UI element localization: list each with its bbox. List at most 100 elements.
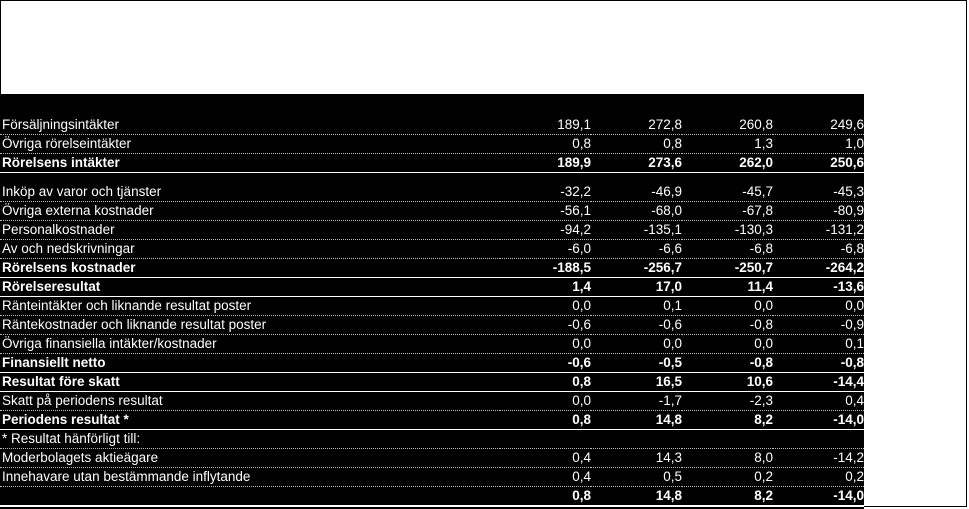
row-value-col2: -1,7 <box>591 391 682 411</box>
row-value-col1: 0,4 <box>500 467 591 487</box>
row-value-col4: -13,6 <box>773 277 864 297</box>
row-label: Inköp av varor och tjänster <box>0 172 500 202</box>
row-value-col3: 0,2 <box>682 467 773 487</box>
row-value-col1: 1,4 <box>500 277 591 297</box>
row-value-col2: 16,5 <box>591 372 682 392</box>
row-value-col4: -0,8 <box>773 353 864 373</box>
row-label: Övriga externa kostnader <box>0 201 500 221</box>
row-value-col2: -68,0 <box>591 201 682 221</box>
row-value-col1: -32,2 <box>500 172 591 202</box>
row-value-col4: 0,1 <box>773 334 864 354</box>
row-value-col3: -67,8 <box>682 201 773 221</box>
row-value-col3: 260,8 <box>682 116 773 135</box>
row-value-col4: 0,2 <box>773 467 864 487</box>
row-value-col1: 0,4 <box>500 448 591 468</box>
row-value-col4: -0,9 <box>773 315 864 335</box>
row-value-col2: 17,0 <box>591 277 682 297</box>
row-value-col2: 14,8 <box>591 486 682 507</box>
row-label: Rörelseresultat <box>0 277 500 297</box>
row-value-col1: 0,8 <box>500 410 591 430</box>
table-row: Personalkostnader -94,2 -135,1 -130,3 -131,2 <box>0 220 864 240</box>
row-value-col4: -6,8 <box>773 239 864 259</box>
row-value-col3: -130,3 <box>682 220 773 240</box>
table-row: Innehavare utan bestämmande inflytande 0,… <box>0 467 864 487</box>
row-label <box>0 486 500 507</box>
row-label: Finansiellt netto <box>0 353 500 373</box>
row-label: * Resultat hänförligt till: <box>0 429 500 449</box>
row-value-col3: 8,0 <box>682 448 773 468</box>
table-row: Försäljningsintäkter 189,1 272,8 260,8 249,6 <box>0 116 864 135</box>
table-row: Rörelsens kostnader -188,5 -256,7 -250,7 -26… <box>0 258 864 278</box>
row-value-col2: 14,3 <box>591 448 682 468</box>
table-row: Av och nedskrivningar -6,0 -6,6 -6,8 -6,8 <box>0 239 864 259</box>
row-value-col1: 0,8 <box>500 486 591 507</box>
row-value-col2: -6,6 <box>591 239 682 259</box>
row-value-col4 <box>773 429 864 449</box>
table-row: Räntekostnader och liknande resultat pos… <box>0 315 864 335</box>
row-value-col1: -94,2 <box>500 220 591 240</box>
row-value-col2: -0,6 <box>591 315 682 335</box>
row-value-col3: 8,2 <box>682 486 773 507</box>
row-value-col4: -45,3 <box>773 172 864 202</box>
row-label: Ränteintäkter och liknande resultat post… <box>0 296 500 316</box>
row-value-col1: -0,6 <box>500 315 591 335</box>
row-value-col2 <box>591 429 682 449</box>
table-row: Övriga externa kostnader -56,1 -68,0 -67,8-… <box>0 201 864 221</box>
row-value-col4: 250,6 <box>773 153 864 173</box>
row-value-col2: -256,7 <box>591 258 682 278</box>
row-value-col2: 273,6 <box>591 153 682 173</box>
income-statement-panel: Försäljningsintäkter 189,1 272,8 260,8 249,6… <box>0 94 864 509</box>
row-value-col2: 272,8 <box>591 116 682 135</box>
row-label: Övriga rörelseintäkter <box>0 134 500 154</box>
table-row: Rörelseresultat 1,4 17,0 11,4 -13,6 <box>0 277 864 297</box>
table-row: Ränteintäkter och liknande resultat post… <box>0 296 864 316</box>
row-value-col3: 0,0 <box>682 296 773 316</box>
table-row: Övriga rörelseintäkter 0,8 0,8 1,3 1,0 <box>0 134 864 154</box>
row-value-col3: 0,0 <box>682 334 773 354</box>
row-label: Försäljningsintäkter <box>0 116 500 135</box>
row-value-col1: 0,8 <box>500 134 591 154</box>
row-value-col1: 0,0 <box>500 296 591 316</box>
row-label: Skatt på periodens resultat <box>0 391 500 411</box>
row-value-col2: 0,8 <box>591 134 682 154</box>
table-row: Resultat före skatt 0,8 16,5 10,6 -14,4 <box>0 372 864 392</box>
table-row: Moderbolagets aktieägare 0,4 14,3 8,0 -14,2 <box>0 448 864 468</box>
table-row: Skatt på periodens resultat 0,0 -1,7 -2,3 0,… <box>0 391 864 411</box>
row-value-col4: 1,0 <box>773 134 864 154</box>
row-label: Periodens resultat * <box>0 410 500 430</box>
row-value-col1: 189,9 <box>500 153 591 173</box>
row-value-col1 <box>500 429 591 449</box>
row-label: Rörelsens intäkter <box>0 153 500 173</box>
row-value-col2: 0,1 <box>591 296 682 316</box>
row-value-col4: -80,9 <box>773 201 864 221</box>
row-value-col4: -14,0 <box>773 486 864 507</box>
row-value-col4: 0,0 <box>773 296 864 316</box>
row-label: Rörelsens kostnader <box>0 258 500 278</box>
row-value-col3: -0,8 <box>682 315 773 335</box>
row-value-col3: 8,2 <box>682 410 773 430</box>
row-value-col3: 262,0 <box>682 153 773 173</box>
row-value-col1: 0,0 <box>500 391 591 411</box>
row-value-col4: 0,4 <box>773 391 864 411</box>
row-value-col4: -14,2 <box>773 448 864 468</box>
row-value-col3: 11,4 <box>682 277 773 297</box>
row-value-col3: -250,7 <box>682 258 773 278</box>
row-value-col1: 189,1 <box>500 116 591 135</box>
row-value-col1: -56,1 <box>500 201 591 221</box>
income-statement-table: Försäljningsintäkter 189,1 272,8 260,8 249,6… <box>0 116 864 507</box>
row-label: Räntekostnader och liknande resultat pos… <box>0 315 500 335</box>
row-value-col1: -188,5 <box>500 258 591 278</box>
row-value-col3: 1,3 <box>682 134 773 154</box>
row-label: Innehavare utan bestämmande inflytande <box>0 467 500 487</box>
row-label: Personalkostnader <box>0 220 500 240</box>
row-value-col3: -45,7 <box>682 172 773 202</box>
row-value-col2: 0,5 <box>591 467 682 487</box>
table-row: Inköp av varor och tjänster -32,2 -46,9 -45… <box>0 172 864 202</box>
row-value-col4: -131,2 <box>773 220 864 240</box>
income-statement-rows: Försäljningsintäkter 189,1 272,8 260,8 249,6… <box>0 116 864 507</box>
row-value-col1: 0,8 <box>500 372 591 392</box>
row-value-col2: 14,8 <box>591 410 682 430</box>
table-row: Övriga finansiella intäkter/kostnader 0,0… <box>0 334 864 354</box>
row-value-col3: -2,3 <box>682 391 773 411</box>
row-label: Övriga finansiella intäkter/kostnader <box>0 334 500 354</box>
